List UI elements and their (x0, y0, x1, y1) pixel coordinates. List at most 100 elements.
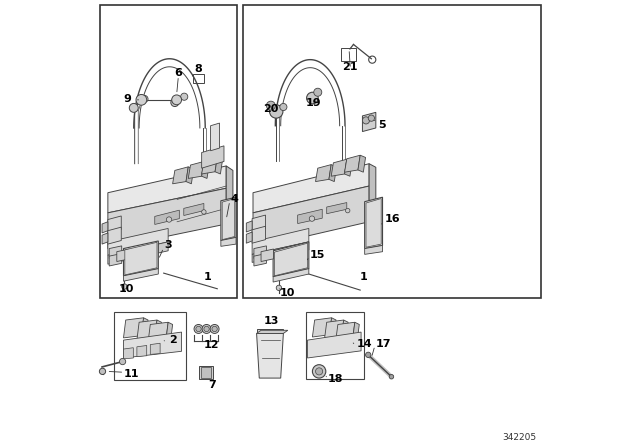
Text: 18: 18 (328, 375, 344, 384)
Polygon shape (108, 216, 121, 233)
Polygon shape (102, 222, 108, 233)
Polygon shape (365, 197, 383, 249)
Text: 21: 21 (342, 62, 358, 72)
Polygon shape (201, 367, 211, 378)
Polygon shape (200, 366, 213, 379)
Text: 342205: 342205 (502, 433, 536, 442)
Circle shape (346, 208, 350, 213)
Polygon shape (124, 269, 158, 281)
Circle shape (280, 103, 287, 111)
Polygon shape (316, 164, 331, 181)
Polygon shape (108, 188, 226, 249)
Circle shape (368, 115, 374, 121)
Polygon shape (358, 155, 365, 172)
Text: 15: 15 (310, 250, 326, 260)
Polygon shape (246, 221, 252, 232)
Polygon shape (257, 329, 284, 333)
Polygon shape (344, 159, 352, 176)
Circle shape (129, 103, 138, 112)
Circle shape (202, 210, 206, 214)
Circle shape (266, 101, 275, 110)
Polygon shape (221, 237, 236, 246)
Polygon shape (362, 112, 376, 132)
Polygon shape (221, 197, 236, 241)
Polygon shape (253, 186, 369, 249)
Polygon shape (369, 164, 376, 225)
Polygon shape (173, 167, 188, 184)
Circle shape (196, 326, 201, 332)
Polygon shape (254, 246, 266, 258)
Circle shape (314, 88, 322, 96)
Polygon shape (215, 157, 223, 174)
Polygon shape (252, 215, 266, 232)
Polygon shape (252, 242, 309, 263)
Circle shape (122, 284, 127, 289)
Circle shape (309, 216, 315, 221)
Text: 16: 16 (385, 214, 401, 224)
Text: 7: 7 (208, 380, 216, 390)
Polygon shape (273, 269, 309, 282)
Text: 13: 13 (264, 316, 280, 326)
Polygon shape (275, 243, 307, 276)
Polygon shape (257, 333, 284, 378)
Text: 1: 1 (359, 271, 367, 282)
Polygon shape (108, 166, 226, 213)
Polygon shape (366, 198, 381, 247)
Polygon shape (226, 166, 233, 228)
Circle shape (204, 326, 209, 332)
Polygon shape (108, 242, 168, 264)
Polygon shape (353, 322, 359, 341)
Circle shape (276, 285, 282, 291)
Polygon shape (298, 209, 322, 224)
Circle shape (210, 324, 219, 333)
Circle shape (136, 95, 147, 105)
Polygon shape (254, 254, 266, 266)
Polygon shape (344, 155, 360, 172)
Text: 14: 14 (356, 339, 372, 349)
Polygon shape (186, 167, 194, 184)
Polygon shape (211, 123, 220, 151)
Polygon shape (116, 249, 129, 262)
Polygon shape (312, 318, 332, 337)
Polygon shape (166, 322, 173, 342)
Circle shape (172, 95, 182, 105)
Polygon shape (261, 249, 273, 262)
Text: 3: 3 (164, 241, 172, 250)
Polygon shape (252, 228, 309, 254)
Polygon shape (148, 322, 168, 342)
Polygon shape (124, 241, 158, 276)
Polygon shape (326, 202, 347, 214)
Polygon shape (307, 332, 361, 358)
Polygon shape (150, 343, 160, 354)
Polygon shape (329, 164, 337, 181)
Polygon shape (108, 228, 168, 255)
Text: 2: 2 (169, 335, 177, 345)
Polygon shape (202, 146, 224, 168)
Polygon shape (202, 157, 217, 174)
Polygon shape (246, 232, 252, 243)
Circle shape (180, 93, 188, 100)
Text: 9: 9 (124, 94, 131, 104)
Text: 5: 5 (378, 120, 386, 130)
Polygon shape (252, 226, 266, 243)
Polygon shape (102, 233, 108, 244)
Text: 12: 12 (204, 340, 220, 349)
Circle shape (141, 95, 148, 103)
Polygon shape (124, 318, 143, 338)
Text: 20: 20 (263, 104, 278, 114)
Circle shape (312, 365, 326, 378)
Polygon shape (222, 198, 235, 240)
Circle shape (120, 358, 125, 365)
Polygon shape (124, 348, 133, 359)
Circle shape (171, 99, 179, 107)
Polygon shape (109, 254, 122, 266)
Circle shape (166, 217, 172, 222)
Circle shape (99, 368, 106, 375)
Circle shape (212, 326, 217, 332)
Polygon shape (108, 227, 121, 244)
Text: 1: 1 (204, 271, 212, 282)
Polygon shape (330, 318, 336, 337)
Polygon shape (155, 210, 179, 224)
Circle shape (389, 375, 394, 379)
Polygon shape (202, 161, 209, 178)
